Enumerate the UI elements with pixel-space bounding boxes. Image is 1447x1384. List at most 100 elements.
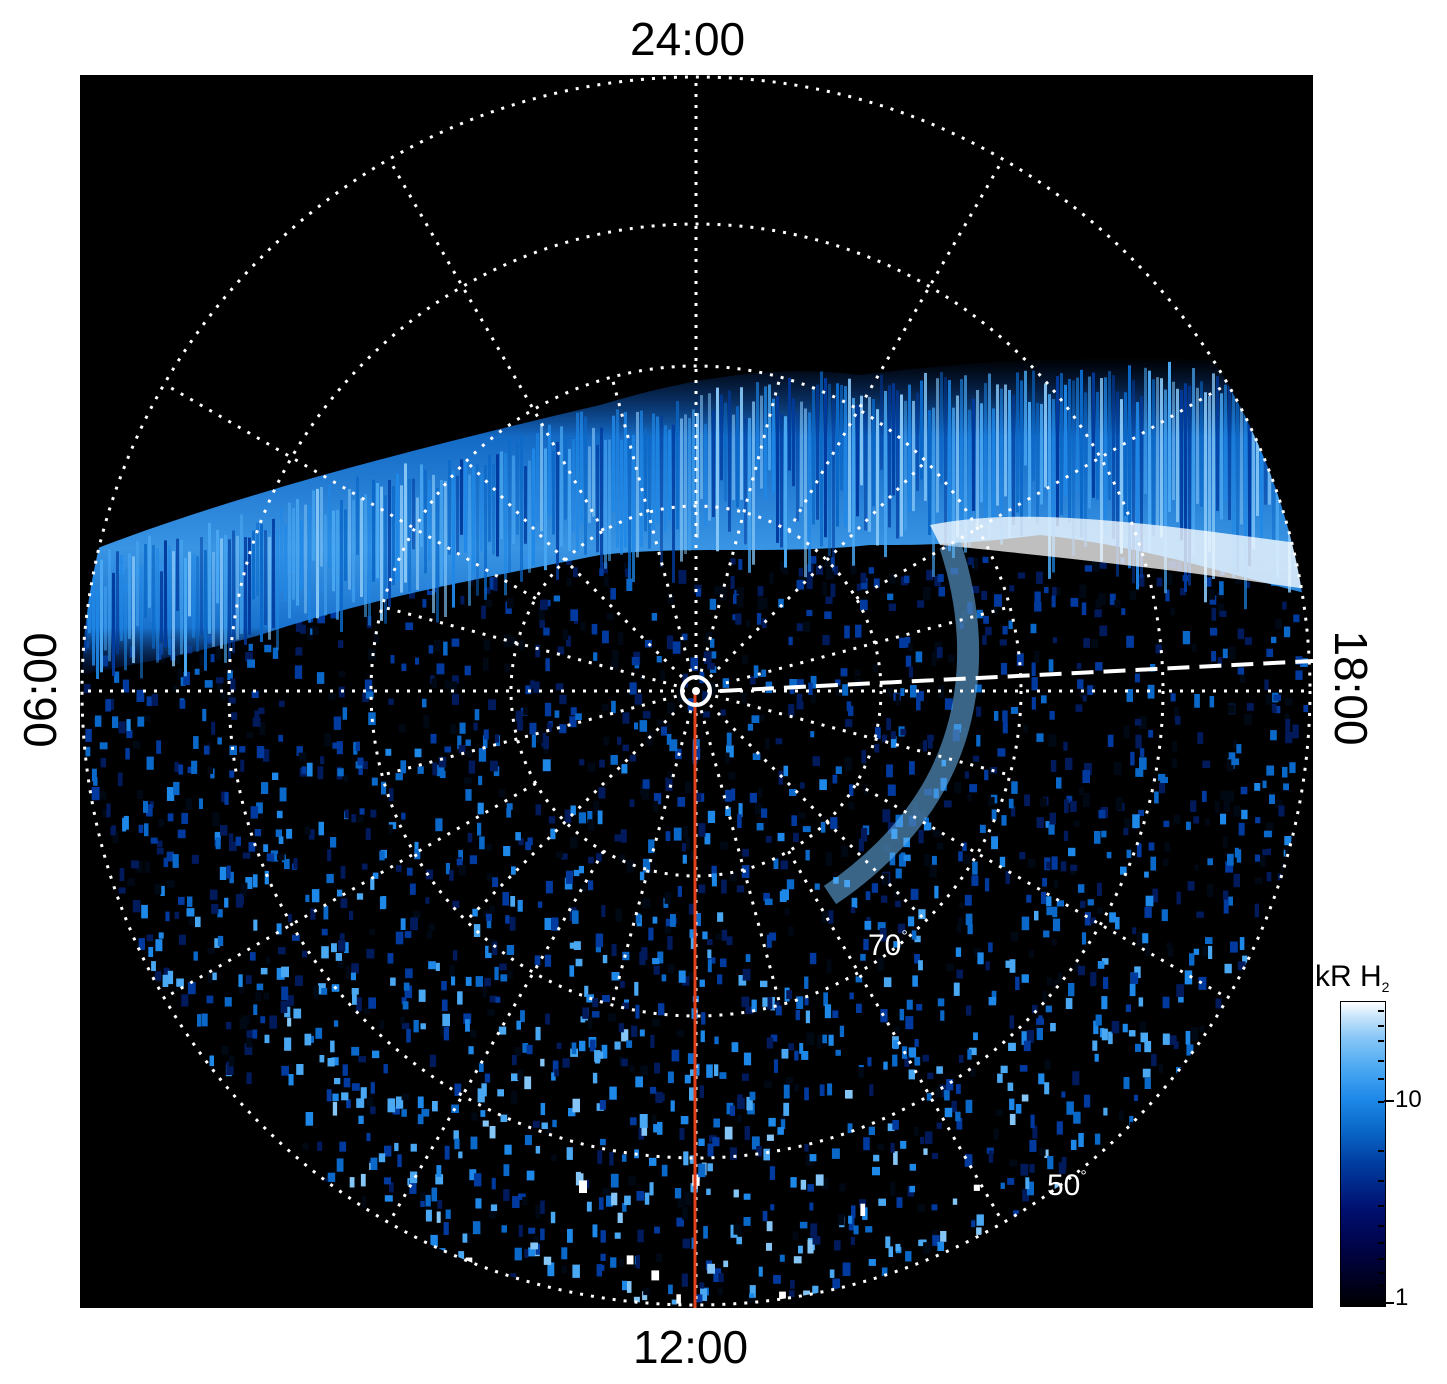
noise-pixel xyxy=(967,793,972,802)
noise-pixel xyxy=(1238,822,1245,836)
aurora-streak xyxy=(104,586,107,651)
noise-pixel xyxy=(588,1015,593,1030)
noise-pixel xyxy=(1049,812,1056,825)
noise-pixel xyxy=(293,1008,302,1019)
noise-pixel xyxy=(744,1126,750,1140)
aurora-streak xyxy=(1132,380,1135,584)
noise-pixel xyxy=(743,1217,751,1226)
noise-pixel xyxy=(1283,626,1291,638)
noise-pixel xyxy=(245,877,253,889)
noise-pixel xyxy=(745,1006,754,1014)
noise-pixel xyxy=(450,724,456,734)
noise-pixel xyxy=(802,826,811,833)
noise-pixel xyxy=(883,1061,888,1070)
noise-pixel xyxy=(717,1287,723,1295)
noise-pixel xyxy=(372,1050,380,1059)
noise-pixel xyxy=(510,896,516,907)
noise-pixel xyxy=(1219,610,1227,617)
noise-pixel xyxy=(263,844,269,852)
aurora-streak xyxy=(260,523,263,642)
aurora-streak xyxy=(1036,403,1039,525)
noise-pixel xyxy=(545,658,550,672)
noise-pixel xyxy=(1023,1040,1031,1052)
noise-pixel xyxy=(523,707,529,716)
aurora-streak xyxy=(956,395,959,538)
noise-pixel xyxy=(401,1093,410,1101)
colorbar-minor-tick xyxy=(1378,1272,1384,1274)
noise-pixel xyxy=(738,559,743,570)
aurora-streak xyxy=(140,565,143,679)
noise-pixel xyxy=(465,1019,470,1032)
aurora-streak xyxy=(312,490,315,561)
noise-pixel xyxy=(812,1235,821,1245)
noise-pixel xyxy=(125,748,130,760)
noise-pixel xyxy=(726,936,733,946)
noise-pixel xyxy=(1130,751,1135,766)
noise-pixel xyxy=(625,568,631,578)
noise-pixel xyxy=(937,1241,945,1251)
noise-pixel xyxy=(1282,766,1288,778)
noise-pixel xyxy=(861,827,868,842)
grid-meridian-inner xyxy=(714,694,1011,777)
aurora-streak xyxy=(176,538,179,611)
noise-pixel xyxy=(493,577,498,592)
noise-pixel xyxy=(1123,1077,1130,1090)
noise-pixel xyxy=(230,678,236,692)
noise-pixel xyxy=(761,618,767,629)
noise-pixel xyxy=(703,651,712,664)
noise-pixel xyxy=(621,1058,628,1067)
noise-pixel xyxy=(486,920,492,929)
noise-pixel xyxy=(1271,703,1277,713)
noise-pixel xyxy=(839,1025,845,1037)
noise-pixel xyxy=(669,739,678,752)
noise-pixel xyxy=(775,1005,782,1016)
noise-pixel xyxy=(1150,856,1157,871)
noise-pixel xyxy=(509,916,516,931)
noise-pixel xyxy=(358,1115,364,1124)
noise-pixel xyxy=(773,1059,779,1073)
noise-pixel xyxy=(1090,917,1096,924)
noise-pixel xyxy=(600,1230,606,1243)
noise-pixel xyxy=(1021,1031,1027,1045)
noise-pixel xyxy=(1199,1025,1205,1033)
noise-pixel xyxy=(1136,932,1144,946)
noise-pixel xyxy=(955,1084,961,1094)
noise-pixel xyxy=(1084,763,1092,776)
noise-pixel xyxy=(566,577,572,587)
aurora-streak xyxy=(992,408,995,518)
noise-pixel xyxy=(397,1154,402,1168)
noise-pixel xyxy=(1129,590,1136,600)
noise-pixel xyxy=(795,1010,800,1021)
aurora-streak xyxy=(412,478,415,550)
noise-pixel xyxy=(306,762,313,777)
noise-pixel xyxy=(178,896,185,905)
noise-pixel xyxy=(413,911,421,919)
noise-pixel xyxy=(477,802,484,815)
noise-pixel xyxy=(252,874,258,888)
noise-pixel xyxy=(383,1177,391,1185)
noise-pixel xyxy=(688,903,696,915)
noise-pixel xyxy=(367,1096,374,1107)
noise-pixel xyxy=(1015,976,1020,991)
noise-pixel xyxy=(1121,608,1126,615)
noise-pixel xyxy=(810,556,817,564)
noise-pixel xyxy=(789,1290,795,1298)
noise-pixel xyxy=(1136,574,1145,587)
aurora-streak xyxy=(568,448,571,551)
noise-pixel xyxy=(860,577,868,590)
noise-pixel xyxy=(1147,684,1155,699)
noise-pixel xyxy=(566,558,572,565)
aurora-streak xyxy=(840,385,843,491)
noise-pixel xyxy=(379,850,385,861)
noise-pixel xyxy=(535,644,541,658)
noise-pixel xyxy=(666,635,674,650)
auroral-image xyxy=(80,75,1313,1308)
noise-pixel xyxy=(445,1209,451,1219)
noise-pixel xyxy=(812,756,820,767)
noise-pixel xyxy=(955,1111,961,1122)
noise-pixel xyxy=(512,1055,517,1066)
noise-pixel xyxy=(796,996,804,1009)
noise-pixel xyxy=(728,772,736,780)
noise-pixel xyxy=(830,583,836,598)
noise-pixel xyxy=(451,638,460,647)
